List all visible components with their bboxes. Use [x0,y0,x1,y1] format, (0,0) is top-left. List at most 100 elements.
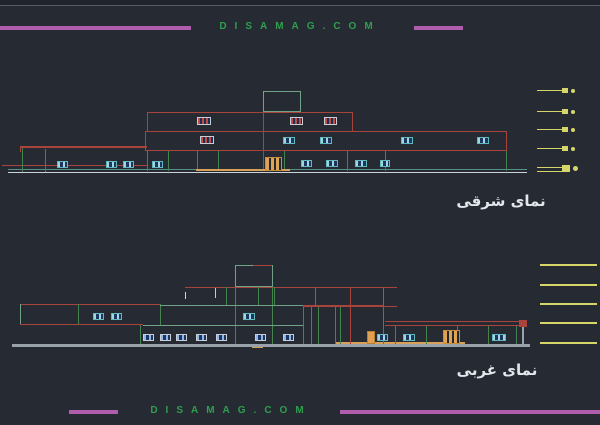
level-marker-flag [562,109,568,114]
west-elevation-label: نمای غربی [456,361,538,379]
column-line [340,306,341,344]
header-accent-bar-left [0,26,191,30]
level-marker-flag [562,165,570,172]
ground-line [12,344,530,347]
canopy-edge-tick [20,146,21,152]
canopy-post [488,326,489,344]
level-marker [537,88,587,95]
level-marker-dot [571,110,575,114]
column-line [315,287,316,306]
upper-floor-roof-line [185,287,397,288]
wall-line [20,304,21,325]
canopy-post [426,326,427,344]
footer-accent-bar-left [69,410,118,414]
penthouse-outline [235,265,273,287]
window-icon [57,161,68,168]
canopy-roof-line [385,325,522,326]
column-line [347,151,348,171]
ground-accent-tick [252,347,263,348]
window-icon [93,313,104,320]
canopy-roof-line [385,321,522,322]
level-marker-line [537,111,562,112]
window-icon [123,161,134,168]
window-icon [477,137,489,144]
column-line [160,304,161,325]
window-icon [200,136,214,144]
window-icon [326,160,338,167]
level-marker-dot [571,128,575,132]
window-top-edge [0,0,600,6]
level-marker-line [537,171,562,172]
structural-line [350,287,351,344]
window-icon [160,334,171,341]
east-elevation-drawing [2,88,587,175]
door-icon [367,331,375,344]
level-line [540,284,597,286]
wall-line [143,325,303,326]
window-icon [152,161,163,168]
level-line [540,322,597,324]
second-floor-band [147,112,353,132]
roof-line [253,265,272,266]
level-marker-dot [573,166,578,171]
column-line [168,151,169,171]
entrance-accent-line [196,169,290,171]
level-marker [537,165,587,175]
column-line [274,287,275,306]
roof-line [20,304,160,305]
window-icon [106,161,117,168]
canopy-roof-line [20,146,147,148]
structural-line [263,112,264,171]
window-icon [320,137,332,144]
penthouse-outline [263,91,301,112]
sill-line [2,165,147,166]
level-marker-line [537,167,562,168]
level-marker-flag [562,88,568,93]
column-line [303,306,304,344]
window-icon [255,334,266,341]
east-elevation-label: نمای شرقی [456,192,546,210]
level-marker-line [537,129,562,130]
window-icon [283,334,294,341]
column-line [383,287,384,344]
column-line [284,151,285,171]
window-icon [283,137,295,144]
window-icon [176,334,187,341]
window-icon [380,160,390,167]
column-line [335,306,336,344]
window-icon [492,334,506,341]
structural-line [303,306,397,307]
window-icon [197,117,211,125]
level-marker-line [537,148,562,149]
window-icon [243,313,255,320]
window-icon [196,334,207,341]
column-line [226,287,227,306]
column-line [235,287,236,344]
window-icon [301,160,312,167]
window-icon [403,334,415,341]
canopy-end-cap [519,320,527,327]
site-watermark-bottom: DISAMAG.COM [150,405,312,416]
level-marker-line [537,90,562,91]
column-line [318,306,319,344]
level-line [540,264,597,266]
column-line [22,148,23,172]
window-icon [355,160,367,167]
wall-tick [185,292,186,299]
wall-tick [215,288,216,298]
entrance-accent-line [335,342,465,344]
canopy-post [516,326,517,344]
column-line [272,287,273,344]
footer-accent-bar-right [340,410,600,414]
level-marker [537,146,587,153]
column-line [140,325,141,344]
level-marker-dot [571,89,575,93]
shutter-door-icon [443,330,460,344]
window-icon [111,313,122,320]
level-line [540,303,597,305]
window-icon [324,117,337,125]
wall-line [160,305,303,306]
level-marker [537,127,587,134]
site-watermark-top: DISAMAG.COM [219,21,381,32]
column-line [147,151,148,171]
